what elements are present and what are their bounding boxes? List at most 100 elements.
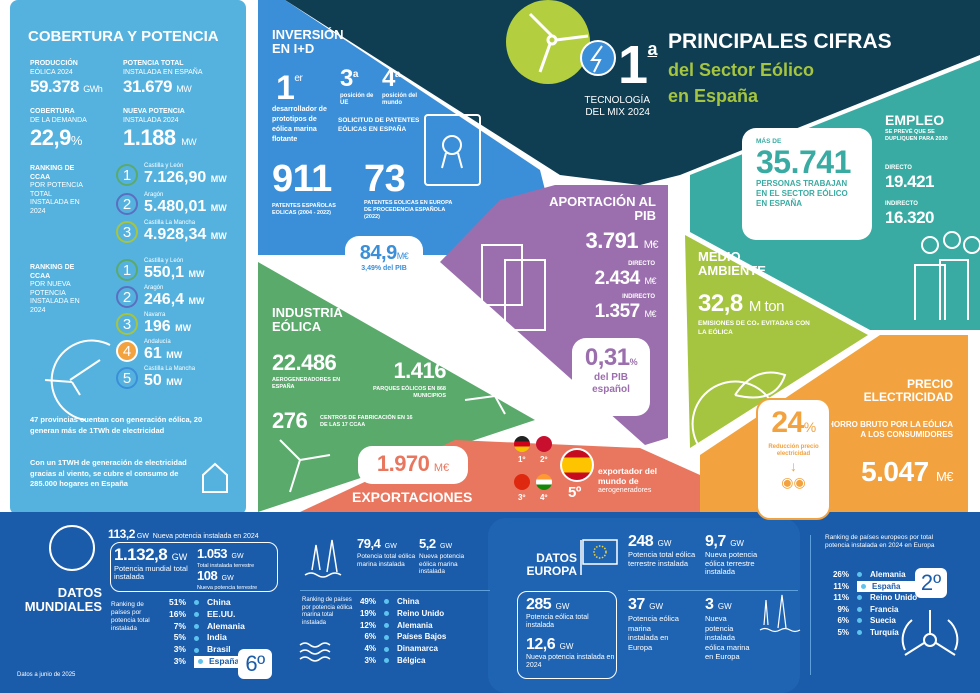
globe-icon <box>49 525 95 571</box>
label: COBERTURA <box>30 108 75 115</box>
country: Países Bajos <box>397 632 447 642</box>
pct: 4% <box>364 644 376 654</box>
europa-terrestre: 248 GW Potencia total eólica terrestre in… <box>628 533 696 568</box>
label: INSTALADA EN ESPAÑA <box>123 68 203 76</box>
unit: MW <box>210 203 227 213</box>
page-subtitle: del Sector Eólico <box>668 60 815 80</box>
country: Turquía <box>870 627 899 637</box>
europa-panel <box>488 518 800 693</box>
country: Reino Unido <box>870 593 918 602</box>
label: Nueva potencia terrestre <box>197 585 258 591</box>
unit: M€ <box>396 251 409 261</box>
dot-icon <box>194 623 199 629</box>
region: Castilla La Mancha <box>144 366 196 372</box>
rank-label: 3º <box>518 493 526 502</box>
empleo-directo: 19.421 <box>885 172 935 191</box>
list-item: 49% China <box>350 596 446 608</box>
earth-leaf-icon <box>691 371 787 449</box>
medio-label: EMISIONES DE CO₂ EVITADAS CON LA EÓLICA <box>698 320 810 336</box>
patentes-label: PATENTES ESPAÑOLAS EOLICAS (2004 - 2022) <box>272 203 336 216</box>
ranking-item: 2 Aragón 5.480,01 MW <box>116 192 227 216</box>
region: Aragón <box>144 285 164 291</box>
reduccion-box: 24% Reducción precio electricidad ↓ ◉◉ <box>756 398 831 520</box>
europa-ranking: 26% Alemania 11% España 11% Reino Unido 9% F… <box>823 569 931 638</box>
value: 37 <box>628 596 645 613</box>
value: 3 <box>705 596 714 613</box>
pct: 3% <box>364 655 376 665</box>
unit: MW <box>175 323 192 333</box>
value: 59.378 <box>30 77 80 96</box>
unit: M€ <box>935 469 954 484</box>
region: Castilla y León <box>144 163 184 169</box>
inversion-box: 84,9M€ 3,49% del PIB <box>345 236 423 288</box>
pct: 9% <box>837 604 849 614</box>
ranking-item: 1 Castilla y León 7.126,90 MW <box>116 163 227 187</box>
aero-label: AEROGENERADORES EN ESPAÑA <box>272 377 341 390</box>
unit: MW <box>176 84 192 94</box>
label: Potencia eólica total instalada <box>526 614 589 629</box>
value: 196 <box>144 318 171 335</box>
country: China <box>397 597 420 606</box>
dot-icon <box>384 634 389 640</box>
country: China <box>207 597 231 607</box>
unit: GW <box>171 552 188 562</box>
parques-value: 1.416 <box>393 358 446 383</box>
label: Nueva potencia instalada en 2024 <box>526 654 615 669</box>
first-rank: 1er <box>276 62 303 105</box>
rank-number: 2 <box>116 193 138 215</box>
dot-icon <box>198 659 203 665</box>
value: 31.679 <box>123 77 173 96</box>
empleo-forecast: SE PREVÉ QUE SE DUPLIQUEN PARA 2030 <box>885 129 948 142</box>
dot-icon <box>384 599 389 605</box>
ranking-nueva-label: RANKING DE CCAA POR NUEVA POTENCIA INSTAL… <box>30 264 90 315</box>
hogares-note: Con un 1TWH de generación de electricida… <box>30 458 205 490</box>
value: 32,8 <box>698 290 743 317</box>
value: 285 <box>526 596 552 613</box>
value: 248 <box>628 533 654 550</box>
label: PERSONAS TRABAJAN EN EL SECTOR EÓLICO EN… <box>756 179 848 208</box>
unit: M€ <box>433 462 450 474</box>
europa-ranking-label: Ranking de países europeos por total pot… <box>825 534 935 549</box>
region: Castilla y León <box>144 258 184 264</box>
label: POR NUEVA POTENCIA INSTALADA EN 2024 <box>30 281 80 314</box>
label: NUEVA POTENCIA <box>123 108 185 115</box>
unit: GW <box>231 553 244 560</box>
value: 4.928,34 <box>144 226 207 243</box>
empleo-indirecto: 16.320 <box>885 208 935 227</box>
pib-total: 3.791 M€ <box>548 228 659 254</box>
exportaciones-title: EXPORTACIONES <box>352 489 473 505</box>
rank-number: 1 <box>116 259 138 281</box>
unit: GW <box>136 533 149 540</box>
region: Aragón <box>144 192 164 198</box>
pct: 3% <box>173 644 186 655</box>
dot-icon <box>857 629 862 635</box>
dot-icon <box>194 600 199 606</box>
inversion-title: INVERSIÓN EN I+D <box>272 27 344 56</box>
unit: % <box>629 357 638 367</box>
medio-value: 32,8 M ton <box>698 290 784 318</box>
eu-flag-icon <box>580 539 618 575</box>
pib-pct-box: 0,31% del PIB español <box>572 338 650 416</box>
value: 246,4 <box>144 291 185 308</box>
ranking-item: 4 Andalucía 61 MW <box>116 339 182 363</box>
unit: % <box>803 419 816 435</box>
produccion-stat: PRODUCCIÓN EÓLICA 2024 59.378 GWh <box>30 60 120 97</box>
value: 1.970 <box>376 451 430 476</box>
region: Navarra <box>144 312 166 318</box>
industria-title: INDUSTRIA EÓLICA <box>272 305 343 334</box>
value: 12,6 <box>526 636 556 653</box>
country: Francia <box>870 604 899 614</box>
dot-icon <box>194 612 199 618</box>
mundial-ranking: 51% China 16% EE.UU. 7% Alemania 5% India 3%… <box>160 597 252 668</box>
label: DE LA DEMANDA <box>30 116 87 124</box>
empleo-title: EMPLEO <box>885 112 945 128</box>
industria-panel <box>258 262 535 512</box>
unit: MW <box>210 231 227 241</box>
pct: 51% <box>168 597 186 607</box>
inversion-panel <box>258 0 545 255</box>
list-item: 3% Bélgica <box>350 655 446 667</box>
label: MÁS DE <box>756 138 782 145</box>
mundial-title: DATOS MUNDIALES <box>24 585 102 614</box>
list-item: 7% Alemania <box>160 621 251 633</box>
unit: M ton <box>748 298 785 315</box>
